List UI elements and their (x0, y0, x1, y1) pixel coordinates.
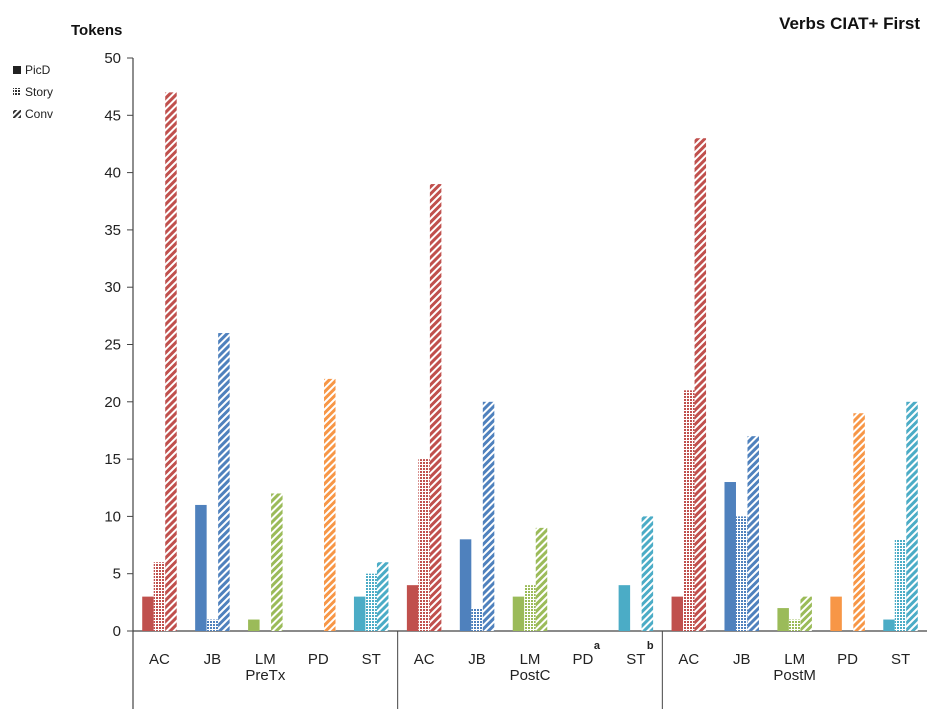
bar-story (524, 585, 536, 631)
bars (142, 92, 918, 631)
bar-conv (376, 562, 389, 631)
bar-conv (853, 413, 865, 631)
bar-picd (618, 585, 631, 631)
y-tick-label: 25 (104, 337, 121, 354)
annotation: a (594, 640, 601, 652)
bar-picd (195, 504, 207, 631)
bar-story (735, 516, 748, 631)
bar-conv (747, 436, 759, 631)
bar-picd (724, 482, 736, 631)
bar-picd (248, 619, 260, 631)
category-label: ST (362, 651, 381, 668)
bar-picd (830, 596, 842, 631)
bar-picd (671, 596, 684, 631)
bar-conv (271, 493, 283, 631)
legend-marker (13, 66, 21, 74)
bar-conv (641, 516, 654, 631)
bar-picd (777, 608, 789, 631)
category-label: LM (520, 651, 541, 668)
category-label: AC (678, 651, 699, 668)
bar-picd (883, 619, 895, 631)
bar-story (153, 562, 166, 631)
category-label: LM (255, 651, 276, 668)
bar-story (788, 619, 801, 631)
bar-story (206, 619, 219, 631)
bar-picd (142, 596, 154, 631)
category-label: JB (733, 651, 751, 668)
legend-marker (13, 110, 21, 118)
group-label: PreTx (245, 667, 286, 684)
y-tick-label: 10 (104, 508, 121, 525)
chart-title: Verbs CIAT+ First (779, 14, 920, 33)
y-tick-label: 30 (104, 279, 121, 296)
category-label: PD (308, 651, 329, 668)
bar-picd (353, 596, 366, 631)
y-tick-label: 0 (113, 623, 121, 640)
y-tick-label: 50 (104, 50, 121, 67)
category-label: PD (837, 651, 858, 668)
annotation: b (647, 640, 654, 652)
y-tick-label: 45 (104, 107, 121, 124)
axes: 0 5 10 15 20 25 30 35 40 45 50 (104, 50, 927, 709)
bar-story (683, 390, 695, 631)
group-label: PostC (510, 667, 551, 684)
y-tick-label: 35 (104, 222, 121, 239)
bar-conv (324, 378, 336, 631)
y-tick-label: 5 (113, 566, 121, 583)
category-label: LM (784, 651, 805, 668)
bar-conv (800, 596, 812, 631)
bar-conv (535, 527, 548, 631)
legend: PicD Story Conv (13, 63, 53, 121)
bar-picd (406, 585, 419, 631)
bar-conv (218, 333, 230, 631)
bar-story (471, 608, 483, 631)
category-labels: PreTx AC JB LM PD ST PostC AC JB LM PD ST PostM AC JB L… (149, 640, 910, 684)
legend-label: Conv (25, 107, 53, 121)
y-tick-label: 40 (104, 165, 121, 182)
bar-story (418, 459, 430, 631)
bar-conv (906, 401, 918, 631)
bar-conv (429, 184, 442, 631)
category-label: ST (891, 651, 910, 668)
category-label: JB (468, 651, 486, 668)
legend-marker (13, 88, 21, 96)
bar-conv (694, 138, 707, 631)
bar-conv (482, 401, 495, 631)
bar-story (365, 573, 377, 631)
category-label: AC (149, 651, 170, 668)
category-label: JB (204, 651, 222, 668)
category-label: AC (414, 651, 435, 668)
bar-picd (512, 596, 525, 631)
group-label: PostM (773, 667, 816, 684)
y-tick-label: 15 (104, 451, 121, 468)
bar-story (894, 539, 907, 631)
category-label: ST (626, 651, 645, 668)
y-tick-label: 20 (104, 394, 121, 411)
category-label: PD (573, 651, 594, 668)
bar-conv (165, 92, 177, 631)
y-axis-label: Tokens (71, 22, 122, 39)
legend-label: PicD (25, 63, 51, 77)
bar-picd (459, 539, 472, 631)
legend-label: Story (25, 85, 53, 99)
